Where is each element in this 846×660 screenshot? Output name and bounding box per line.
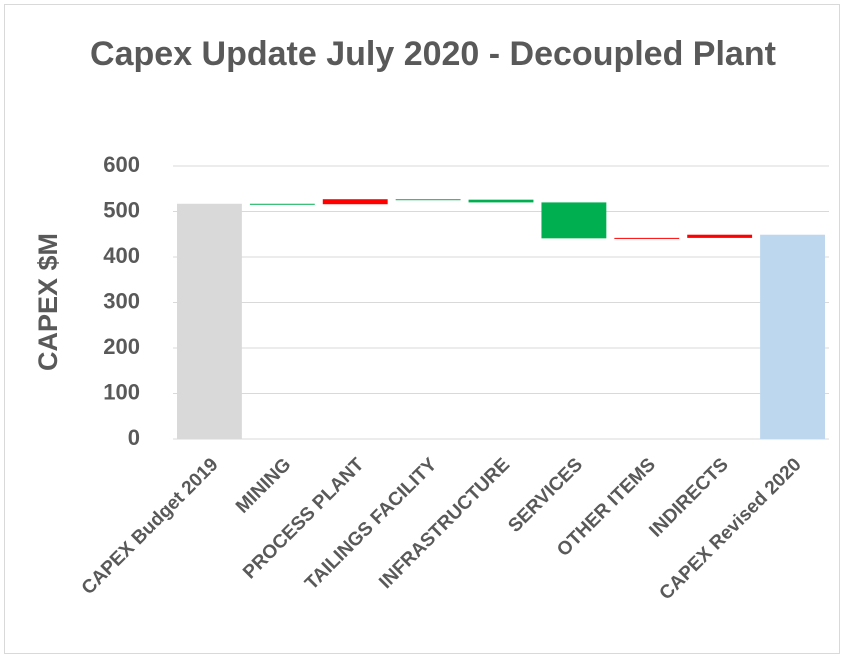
bar	[760, 234, 825, 439]
bar	[468, 199, 534, 203]
bar	[614, 237, 680, 239]
x-tick-label: CAPEX Budget 2019	[78, 454, 223, 599]
bar	[395, 199, 461, 201]
chart-title: Capex Update July 2020 - Decoupled Plant	[90, 35, 776, 73]
bar	[177, 203, 242, 439]
y-tick-label: 500	[103, 197, 140, 222]
bar	[687, 234, 753, 238]
x-tick-label: CAPEX Revised 2020	[656, 454, 806, 604]
bar	[322, 199, 388, 205]
y-tick-label: 600	[103, 152, 140, 177]
x-tick-label: MINING	[232, 454, 295, 517]
y-tick-label: 300	[103, 288, 140, 313]
bar	[541, 202, 607, 239]
y-axis-label: CAPEX $M	[33, 233, 63, 371]
y-tick-label: 400	[103, 243, 140, 268]
chart-frame	[4, 4, 840, 654]
bar	[249, 203, 315, 205]
x-tick-label: INFRASTRUCTURE	[375, 454, 514, 593]
y-tick-label: 100	[103, 379, 140, 404]
y-tick-label: 0	[128, 425, 140, 450]
y-tick-label: 200	[103, 334, 140, 359]
x-tick-label: TAILINGS FACILITY	[301, 454, 441, 594]
x-tick-label: PROCESS PLANT	[239, 454, 368, 583]
